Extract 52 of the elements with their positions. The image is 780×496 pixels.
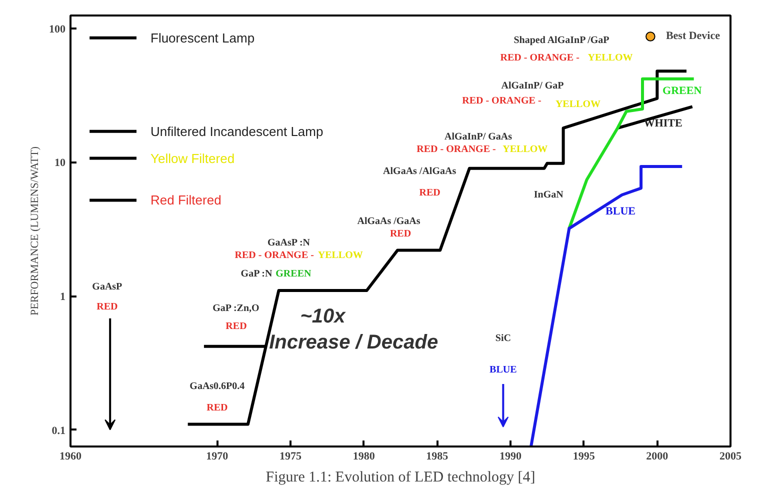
annotation: AlGaAs /AlGaAs: [383, 166, 456, 178]
annotation: YELLOW: [588, 52, 633, 64]
annotation: AlGaInP/ GaAs: [444, 132, 512, 143]
annotation: RED - ORANGE -: [416, 144, 496, 156]
annotation: RED: [96, 301, 118, 312]
annotation: AlGaInP/ GaP: [501, 80, 564, 92]
x-tick-label: 2000: [646, 450, 669, 462]
annotation: BLUE: [490, 364, 518, 376]
annotation: GaAs0.6P0.4: [190, 381, 245, 392]
x-tick-label: 1970: [206, 450, 229, 462]
annotation: GaP :Zn,O: [212, 302, 260, 314]
series-label: Fluorescent Lamp: [150, 30, 255, 46]
x-tick-label: 1995: [572, 450, 596, 462]
annotation: YELLOW: [318, 250, 363, 262]
legend-label: Best Device: [666, 30, 720, 42]
y-axis-title: PERFORMANCE (LUMENS/WATT): [29, 146, 41, 316]
annotation: GaP :N: [240, 268, 273, 280]
annotation: YELLOW: [555, 99, 600, 110]
annotation: Shaped AlGaInP /GaP: [514, 35, 610, 46]
series-label: GREEN: [662, 85, 702, 98]
annotation: InGaN: [534, 189, 564, 200]
series-label: WHITE: [644, 117, 682, 130]
series-label: Unfiltered Incandescent Lamp: [150, 124, 324, 139]
series-label: BLUE: [606, 205, 636, 218]
annotation: YELLOW: [502, 144, 548, 156]
y-tick-label: 10: [54, 157, 66, 170]
y-tick-label: 1: [60, 291, 66, 304]
annotation: ~10x: [300, 306, 346, 328]
annotation: SiC: [495, 333, 511, 344]
x-tick-label: 1990: [500, 450, 522, 462]
y-tick-label: 100: [49, 23, 66, 36]
annotation: GaAsP: [92, 281, 122, 292]
caption: Figure 1.1: Evolution of LED technology [4]: [266, 470, 536, 486]
annotation: RED: [419, 187, 440, 198]
annotation: AlGaAs /GaAs: [357, 216, 420, 228]
annotation: GREEN: [276, 268, 312, 280]
y-tick-label: 0.1: [52, 424, 66, 437]
annotation: RED - ORANGE -: [234, 250, 314, 262]
annotation: RED - ORANGE -: [462, 96, 542, 107]
x-tick-label: 1980: [352, 450, 376, 462]
x-tick-label: 1975: [280, 450, 302, 462]
annotation: RED: [226, 321, 247, 332]
series-label: Red Filtered: [150, 192, 222, 208]
annotation: RED - ORANGE -: [500, 52, 580, 64]
annotation: Increase / Decade: [269, 331, 438, 354]
annotation: RED: [206, 402, 228, 414]
annotation: RED: [390, 228, 412, 240]
x-tick-label: 2005: [720, 450, 742, 462]
annotation: GaAsP :N: [268, 237, 311, 248]
series-label: Yellow Filtered: [150, 150, 235, 166]
x-tick-label: 1985: [426, 450, 449, 462]
x-tick-label: 1960: [60, 450, 82, 462]
